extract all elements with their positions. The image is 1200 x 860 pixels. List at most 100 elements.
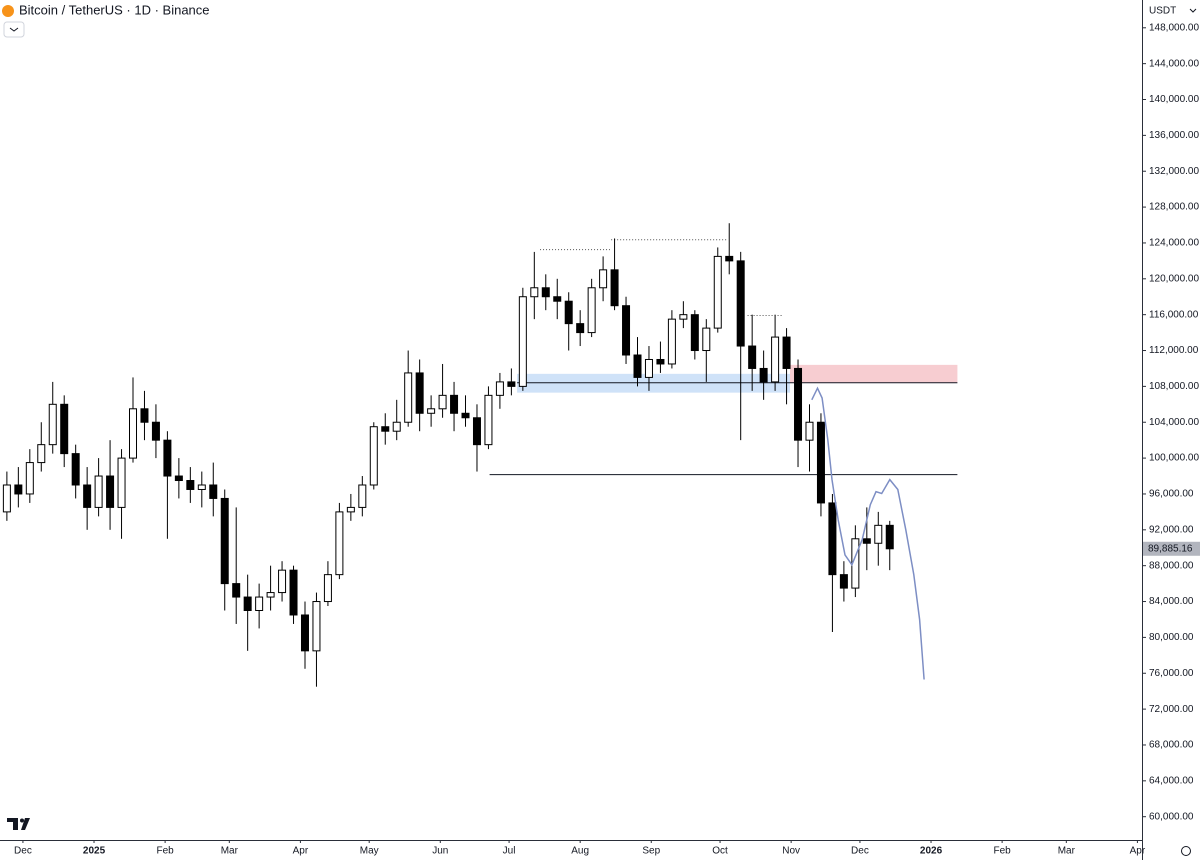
candle bbox=[60, 395, 69, 468]
candle-body bbox=[381, 426, 390, 432]
candle-body bbox=[255, 596, 264, 612]
candle-body bbox=[117, 457, 126, 508]
candle-body bbox=[553, 296, 562, 302]
candle-body bbox=[530, 287, 539, 298]
candle-body bbox=[220, 497, 229, 585]
settings-icon[interactable] bbox=[1181, 846, 1191, 856]
y-tick-label: 148,000.00 bbox=[1149, 22, 1199, 33]
x-tick-label: 2025 bbox=[83, 846, 106, 857]
candle bbox=[828, 493, 837, 633]
candle-body bbox=[312, 601, 321, 652]
candle-body bbox=[48, 403, 57, 446]
y-tick-label: 136,000.00 bbox=[1149, 130, 1199, 141]
candle bbox=[83, 467, 92, 530]
candle bbox=[759, 350, 768, 400]
candle-body bbox=[679, 314, 688, 320]
candle-body bbox=[633, 354, 642, 378]
x-tick-label: May bbox=[360, 846, 379, 857]
candle-body bbox=[495, 381, 504, 396]
candle bbox=[713, 247, 722, 333]
y-tick-label: 116,000.00 bbox=[1149, 309, 1199, 320]
candle bbox=[690, 310, 699, 360]
candle bbox=[725, 223, 734, 275]
y-tick-label: 76,000.00 bbox=[1149, 668, 1194, 679]
candle bbox=[255, 583, 264, 629]
y-tick-label: 92,000.00 bbox=[1149, 524, 1194, 535]
y-tick-label: 124,000.00 bbox=[1149, 238, 1199, 249]
candle bbox=[140, 390, 149, 441]
last-price-label: 89,885.16 bbox=[1148, 543, 1193, 554]
candle bbox=[576, 310, 585, 347]
candle-body bbox=[278, 569, 287, 594]
candle-body bbox=[644, 358, 653, 378]
logo-part bbox=[20, 818, 24, 823]
candle bbox=[312, 592, 321, 687]
candle-body bbox=[702, 327, 711, 352]
candle-body bbox=[186, 480, 195, 490]
candle bbox=[174, 458, 183, 499]
candle-body bbox=[713, 255, 722, 329]
x-tick-label: Dec bbox=[851, 846, 869, 857]
candle-body bbox=[358, 484, 367, 508]
candle-body bbox=[243, 596, 252, 612]
candle bbox=[839, 561, 848, 602]
candle-body bbox=[392, 421, 401, 432]
candle-body bbox=[874, 524, 883, 544]
candle bbox=[679, 301, 688, 329]
candle bbox=[37, 422, 46, 472]
candle-body bbox=[427, 408, 436, 414]
collapse-button[interactable] bbox=[3, 21, 25, 38]
candle bbox=[610, 238, 619, 311]
candle-body bbox=[346, 506, 355, 513]
candle bbox=[633, 337, 642, 387]
y-tick-label: 120,000.00 bbox=[1149, 273, 1199, 284]
candle-body bbox=[289, 569, 298, 616]
candle-body bbox=[404, 372, 413, 423]
candle-body bbox=[736, 260, 745, 347]
candle-body bbox=[369, 426, 378, 486]
candle bbox=[794, 359, 803, 468]
candle bbox=[392, 399, 401, 441]
candle bbox=[369, 422, 378, 490]
candle bbox=[220, 489, 229, 611]
tradingview-logo bbox=[7, 818, 30, 830]
candle bbox=[702, 319, 711, 382]
candle-body bbox=[484, 394, 493, 446]
candle bbox=[186, 467, 195, 503]
candle bbox=[507, 368, 516, 396]
candle bbox=[94, 458, 103, 517]
candle bbox=[472, 404, 481, 472]
x-tick-label: 2026 bbox=[920, 846, 943, 857]
candle-body bbox=[816, 421, 825, 504]
candle bbox=[644, 346, 653, 391]
candle bbox=[266, 565, 275, 611]
candle bbox=[484, 386, 493, 450]
x-tick-label: Aug bbox=[571, 846, 589, 857]
candle bbox=[415, 359, 424, 432]
candle bbox=[14, 467, 23, 508]
candle bbox=[300, 601, 309, 669]
last-price-box bbox=[1143, 541, 1200, 556]
candle bbox=[599, 256, 608, 302]
candle-body bbox=[599, 269, 608, 289]
x-tick-label: Apr bbox=[293, 846, 309, 857]
candle-body bbox=[748, 345, 757, 369]
candle bbox=[404, 350, 413, 427]
currency-label[interactable]: USDT bbox=[1149, 6, 1176, 17]
candle bbox=[129, 377, 138, 463]
candle bbox=[553, 278, 562, 320]
candle-body bbox=[518, 296, 527, 387]
candle-body bbox=[71, 453, 80, 486]
candle-body bbox=[622, 305, 631, 356]
y-tick-label: 100,000.00 bbox=[1149, 453, 1199, 464]
candle bbox=[816, 413, 825, 517]
candle-body bbox=[610, 269, 619, 307]
candle bbox=[381, 413, 390, 445]
candle bbox=[587, 278, 596, 338]
x-tick-label: Sep bbox=[642, 846, 660, 857]
x-tick-label: Feb bbox=[993, 846, 1011, 857]
candle bbox=[782, 328, 791, 405]
candle-body bbox=[140, 408, 149, 423]
